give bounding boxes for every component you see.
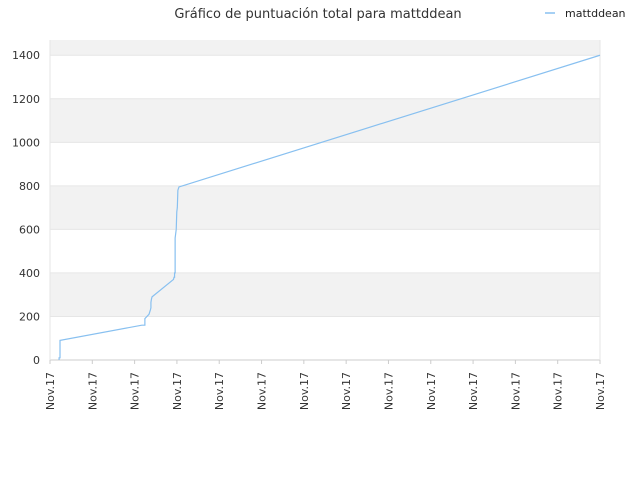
plot-band (50, 229, 600, 273)
y-tick-label: 200 (19, 310, 40, 323)
y-tick-label: 1200 (12, 93, 40, 106)
grid-lines (50, 54, 600, 317)
plot-band (50, 272, 600, 317)
y-tick-label: 800 (19, 180, 40, 193)
x-tick-label: Nov.17 (256, 372, 269, 410)
series-line-mattddean (58, 54, 601, 360)
x-tick-label: Nov.17 (425, 372, 438, 410)
x-tick-label: Nov.17 (340, 372, 353, 410)
x-tick-label: Nov.17 (213, 372, 226, 410)
y-tick-label: 1000 (12, 136, 40, 149)
plot-band (50, 98, 600, 143)
x-tick-label: Nov.17 (467, 372, 480, 410)
legend[interactable]: mattddean (545, 7, 626, 20)
x-tick-label: Nov.17 (382, 372, 395, 410)
x-tick-label: Nov.17 (594, 372, 607, 410)
x-axis-ticks: Nov.17 Nov.17 Nov.17 Nov.17 Nov.17 Nov.17 Nov.… (44, 360, 607, 410)
x-tick-label: Nov.17 (44, 372, 57, 410)
y-tick-label: 0 (33, 354, 40, 367)
plot-band (50, 185, 600, 230)
plot-band (50, 40, 600, 56)
y-tick-label: 1400 (12, 49, 40, 62)
y-tick-label: 400 (19, 267, 40, 280)
y-axis-ticks: 0 200 400 600 800 1000 1200 1400 (12, 49, 40, 367)
chart-title: Gráfico de puntuación total para mattdde… (174, 7, 461, 22)
legend-label: mattddean (565, 7, 626, 20)
x-tick-label: Nov.17 (171, 372, 184, 410)
x-tick-label: Nov.17 (298, 372, 311, 410)
plot-band (50, 316, 600, 360)
plot-bands (50, 40, 600, 360)
x-tick-label: Nov.17 (552, 372, 565, 410)
x-tick-label: Nov.17 (86, 372, 99, 410)
plot-band (50, 142, 600, 186)
x-tick-label: Nov.17 (509, 372, 522, 410)
plot-band (50, 55, 600, 99)
y-tick-label: 600 (19, 223, 40, 236)
series-group (58, 54, 601, 360)
x-tick-label: Nov.17 (129, 372, 142, 410)
axes (49, 40, 601, 361)
